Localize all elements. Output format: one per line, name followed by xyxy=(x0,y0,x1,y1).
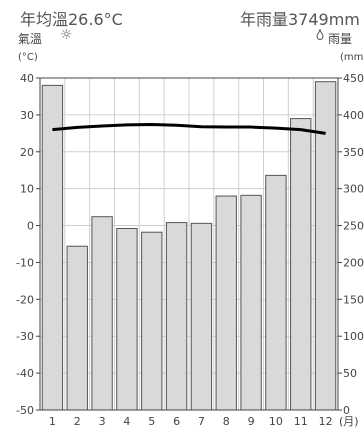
rainfall-label: 雨量 xyxy=(328,32,353,46)
x-tick-label: 12 xyxy=(319,415,333,428)
left-tick-label: 20 xyxy=(20,146,34,159)
right-tick-label: 250 xyxy=(343,220,364,233)
x-tick-label: 4 xyxy=(123,415,130,428)
rain-bar xyxy=(141,231,163,411)
left-tick-label: 10 xyxy=(20,183,34,196)
rainfall-bars xyxy=(41,81,337,411)
left-tick-label: -20 xyxy=(16,293,34,306)
rainfall-unit: (mm) xyxy=(340,52,364,63)
rain-bar xyxy=(165,222,188,411)
right-tick-label: 200 xyxy=(343,256,364,269)
annual-temperature-title: 年均溫26.6°C xyxy=(20,10,123,29)
sun-icon: ☼ xyxy=(60,27,73,43)
temperature-line xyxy=(52,122,326,135)
rain-bar xyxy=(215,195,237,411)
raindrop-icon xyxy=(316,29,324,40)
rain-bar xyxy=(41,84,64,411)
rain-bar xyxy=(290,118,312,411)
left-tick-label: -50 xyxy=(16,404,34,417)
x-tick-label: 3 xyxy=(99,415,106,428)
right-tick-label: 350 xyxy=(343,146,364,159)
right-tick-label: 450 xyxy=(343,72,364,85)
left-tick-label: -40 xyxy=(16,367,34,380)
temperature-label: 氣溫 xyxy=(18,32,43,46)
x-tick-label: 8 xyxy=(223,415,230,428)
x-tick-label: 2 xyxy=(74,415,81,428)
left-tick-label: 30 xyxy=(20,109,34,122)
x-tick-label: 7 xyxy=(198,415,205,428)
right-tick-label: 400 xyxy=(343,109,364,122)
month-unit-label: (月) xyxy=(339,415,359,428)
x-tick-label: 9 xyxy=(248,415,255,428)
right-tick-label: 150 xyxy=(343,293,364,306)
grid-lines xyxy=(40,77,338,411)
rain-bar xyxy=(91,216,113,411)
annual-rainfall-title: 年雨量3749mm xyxy=(240,10,360,29)
left-tick-label: 0 xyxy=(27,220,34,233)
rain-bar xyxy=(265,174,287,411)
x-tick-label: 6 xyxy=(173,415,180,428)
left-tick-label: -30 xyxy=(16,330,34,343)
right-axis-ticks: 450 400 350 300 250 200 150 100 50 0 xyxy=(338,72,364,417)
left-axis-ticks: 40 30 20 10 0 -10 -20 -30 -40 -50 xyxy=(16,72,40,417)
plot-frame xyxy=(39,77,339,411)
right-tick-label: 0 xyxy=(343,404,350,417)
right-tick-label: 50 xyxy=(343,367,357,380)
rain-bar xyxy=(190,222,213,411)
temperature-unit: (°C) xyxy=(18,52,38,63)
x-axis-ticks: 1 2 3 4 5 6 7 8 9 10 11 12 xyxy=(49,415,333,428)
rain-bar xyxy=(240,194,262,411)
left-tick-label: 40 xyxy=(20,72,34,85)
x-tick-label: 10 xyxy=(269,415,283,428)
rain-bar xyxy=(66,245,88,411)
x-tick-label: 1 xyxy=(49,415,56,428)
right-tick-label: 300 xyxy=(343,183,364,196)
x-tick-label: 5 xyxy=(148,415,155,428)
rain-bar xyxy=(116,228,138,411)
right-tick-label: 100 xyxy=(343,330,364,343)
left-tick-label: -10 xyxy=(16,256,34,269)
x-tick-label: 11 xyxy=(294,415,308,428)
